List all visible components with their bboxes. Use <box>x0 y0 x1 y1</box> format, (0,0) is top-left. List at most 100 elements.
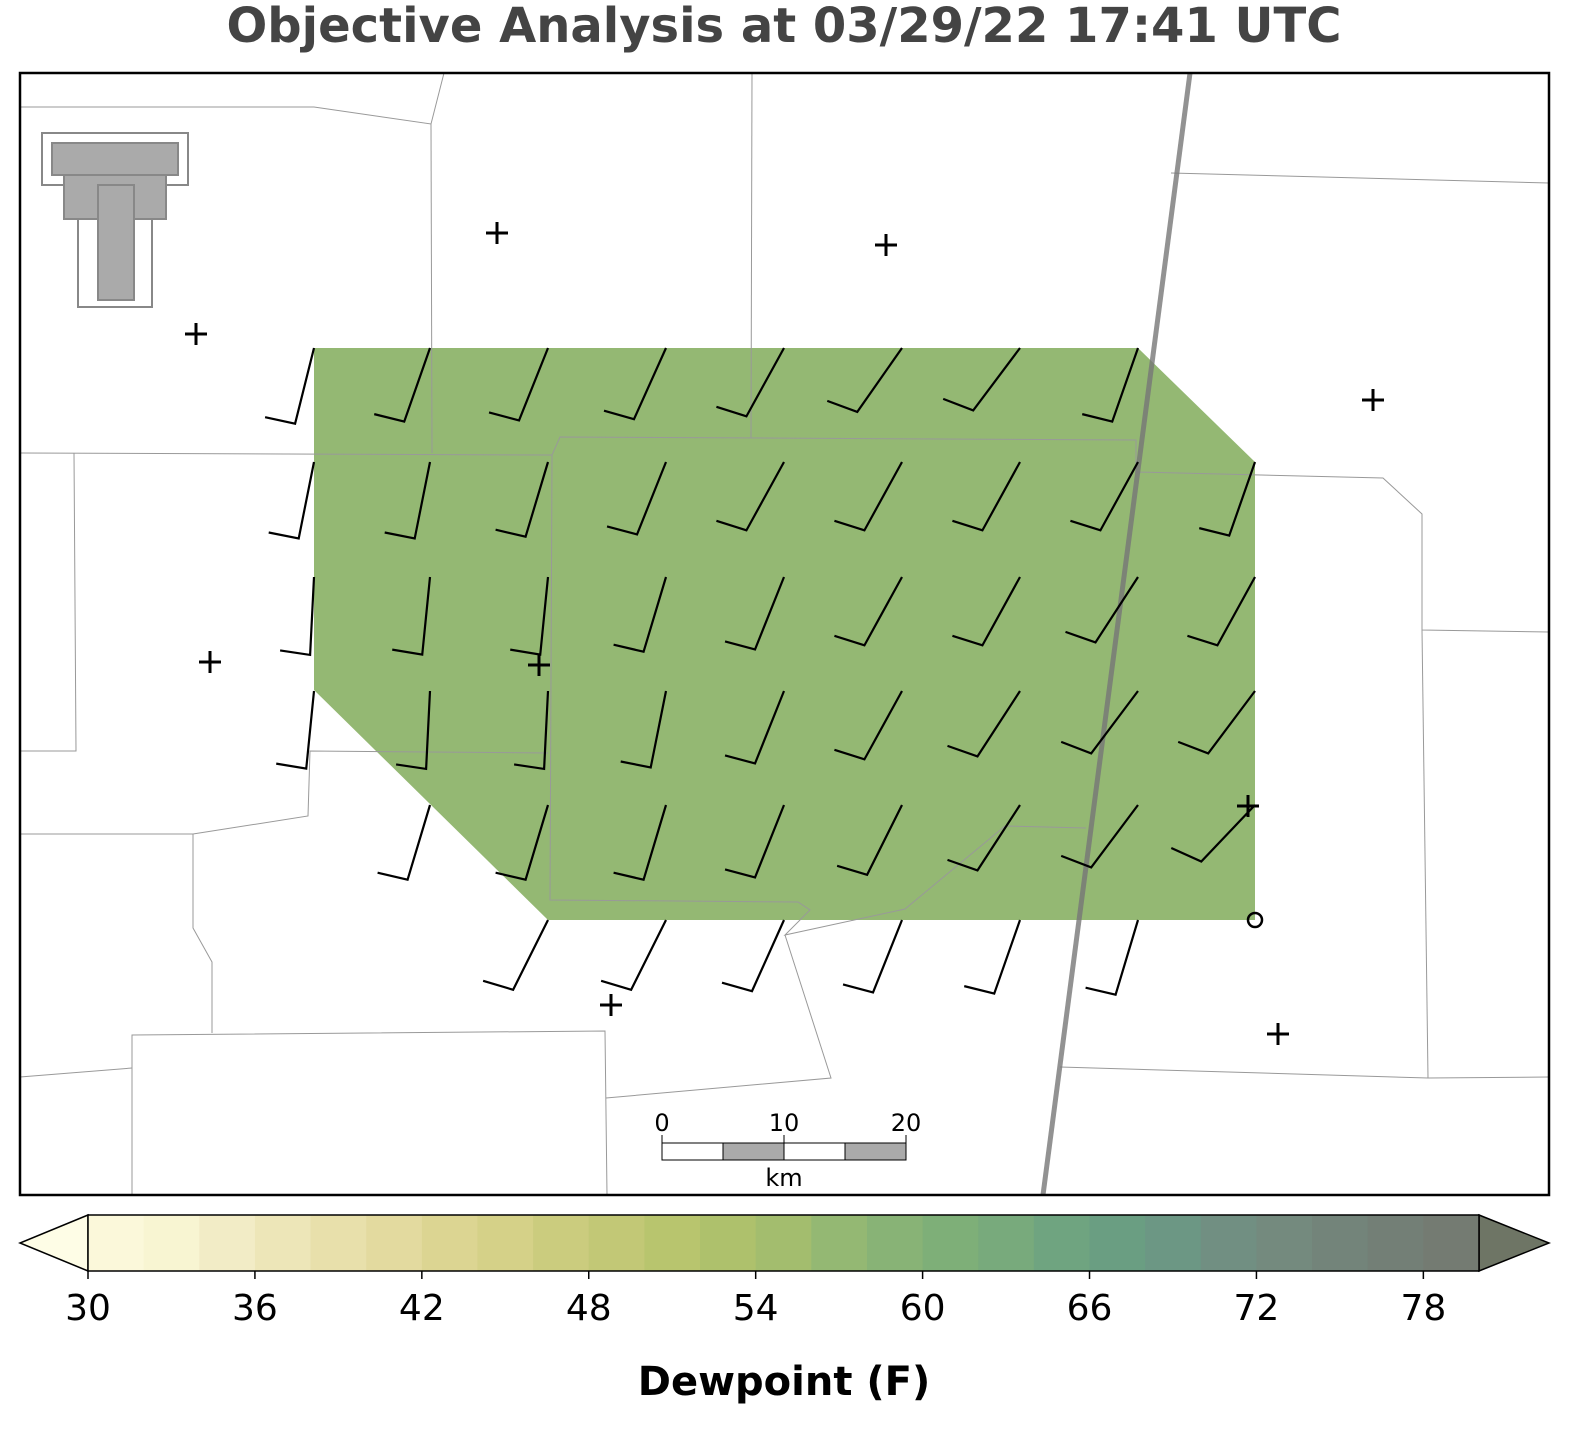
wind-barb <box>842 919 904 994</box>
station-marker <box>1362 389 1384 411</box>
station-marker <box>1237 795 1259 817</box>
wind-barb <box>724 576 786 651</box>
wind-barb <box>724 804 786 879</box>
colorbar-bin <box>644 1215 701 1271</box>
wind-barb <box>1170 804 1256 863</box>
scale-tick-label: 10 <box>769 1109 800 1137</box>
wind-barb <box>834 690 903 761</box>
wind-barbs <box>264 347 1257 997</box>
colorbar-bin <box>978 1215 1035 1271</box>
colorbar-tick-label: 54 <box>733 1288 779 1329</box>
county-lines <box>19 72 1550 1196</box>
colorbar-bin <box>421 1215 478 1271</box>
wind-barb <box>495 804 550 882</box>
wind-barb <box>1198 461 1257 537</box>
station-marker <box>875 234 897 256</box>
scale-segment <box>661 1142 724 1161</box>
wind-barb <box>495 461 550 539</box>
wind-barb <box>1070 461 1139 532</box>
colorbar-bin <box>310 1215 367 1271</box>
wind-barb <box>268 461 316 540</box>
wind-barb <box>384 461 432 540</box>
wind-barb <box>606 461 668 536</box>
wind-barb <box>392 576 432 656</box>
station-marker <box>199 651 221 673</box>
wind-barb <box>836 804 903 877</box>
colorbar-bin <box>533 1215 590 1271</box>
wind-barb <box>963 919 1022 995</box>
wind-barb <box>721 919 786 993</box>
colorbar-bin <box>1033 1215 1091 1271</box>
colorbar: 30 36 42 48 54 60 66 72 78 <box>18 1213 1552 1329</box>
wind-barb <box>600 919 667 992</box>
wind-barb <box>724 690 786 765</box>
colorbar-bin <box>588 1215 645 1271</box>
wind-barb <box>947 690 1021 758</box>
colorbar-bin <box>366 1215 423 1271</box>
wind-barb <box>488 347 550 422</box>
colorbar-bin <box>254 1215 312 1271</box>
wind-barb <box>716 461 785 532</box>
wind-barb <box>1085 919 1140 997</box>
wind-barb <box>373 347 432 423</box>
station-marker <box>185 323 207 345</box>
colorbar-bin <box>1256 1215 1313 1271</box>
wind-barb <box>834 461 903 532</box>
station-marker <box>1267 1023 1289 1045</box>
colorbar-tick-label: 36 <box>232 1288 278 1329</box>
wind-barb <box>1187 576 1256 647</box>
wind-barb <box>276 690 316 770</box>
colorbar-bin <box>1200 1215 1257 1271</box>
wind-barb <box>482 919 549 992</box>
map-frame <box>18 71 1551 1197</box>
wind-barb <box>942 347 1021 412</box>
wind-barb <box>952 576 1021 647</box>
scale-tick-label: 0 <box>654 1109 669 1137</box>
wind-barb <box>834 576 903 647</box>
colorbar-bin <box>922 1215 979 1271</box>
dewpoint-field <box>314 348 1255 920</box>
wind-barb <box>1065 576 1139 644</box>
colorbar-over <box>1478 1213 1552 1273</box>
wind-barb <box>1060 804 1139 869</box>
scale-unit: km <box>765 1164 802 1192</box>
colorbar-label: Dewpoint (F) <box>638 1359 931 1405</box>
colorbar-tick-label: 42 <box>399 1288 445 1329</box>
logo <box>41 132 189 308</box>
wind-barb <box>952 461 1021 532</box>
wind-barb <box>603 347 668 421</box>
colorbar-bin <box>700 1215 757 1271</box>
scale-bar: 0 10 20 km <box>654 1109 921 1192</box>
colorbar-frame <box>87 1214 1480 1272</box>
wind-barb <box>613 804 668 882</box>
colorbar-tick-label: 66 <box>1067 1288 1113 1329</box>
wind-barb <box>613 576 668 654</box>
colorbar-bin <box>1367 1215 1424 1271</box>
wind-barb <box>716 347 785 418</box>
station-marker <box>600 994 622 1016</box>
wind-barb <box>513 690 550 771</box>
colorbar-bin <box>143 1215 200 1271</box>
wind-barb <box>395 690 432 771</box>
station-marker <box>486 222 508 244</box>
wind-barb <box>279 576 316 657</box>
wind-barb <box>264 347 316 425</box>
colorbar-bin <box>866 1215 924 1271</box>
colorbar-tick-label: 78 <box>1400 1288 1446 1329</box>
wind-barb <box>377 804 432 882</box>
colorbar-tick-label: 48 <box>566 1288 612 1329</box>
colorbar-bin <box>755 1215 812 1271</box>
wind-barb <box>1177 690 1256 755</box>
colorbar-bin <box>1145 1215 1202 1271</box>
wind-barb <box>1060 690 1139 755</box>
colorbar-bin <box>199 1215 256 1271</box>
scale-segment <box>844 1142 907 1161</box>
colorbar-tick-label: 30 <box>65 1288 111 1329</box>
colorbar-bin <box>1312 1215 1369 1271</box>
title: Objective Analysis at 03/29/22 17:41 UTC <box>227 0 1342 54</box>
station-marker <box>528 654 550 676</box>
wind-barb <box>947 804 1021 872</box>
colorbar-bin <box>88 1215 145 1271</box>
colorbar-bin <box>811 1215 868 1271</box>
